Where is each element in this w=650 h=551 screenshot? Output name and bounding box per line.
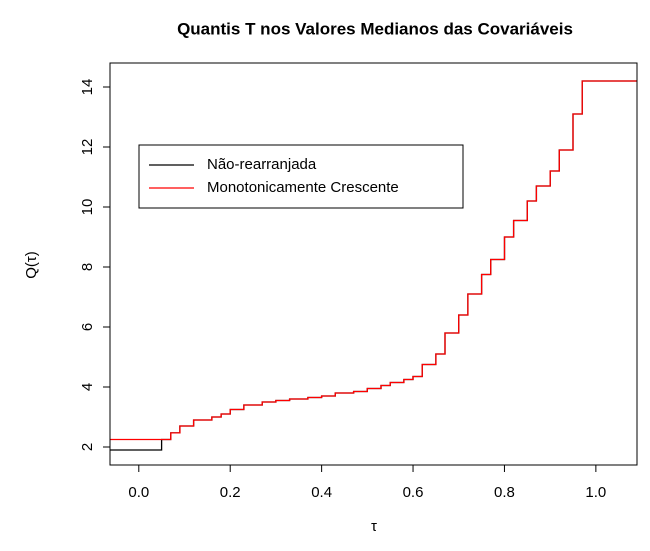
legend-label: Monotonicamente Crescente <box>207 179 399 196</box>
y-tick-label: 14 <box>79 79 96 96</box>
x-tick-label: 0.6 <box>403 484 424 501</box>
y-tick-label: 2 <box>79 443 96 451</box>
y-tick-label: 10 <box>79 199 96 216</box>
step-line <box>110 80 637 451</box>
x-tick-label: 0.4 <box>311 484 332 501</box>
x-tick-label: 0.0 <box>128 484 149 501</box>
legend-label: Não-rearranjada <box>207 156 317 173</box>
step-line <box>110 80 637 441</box>
y-axis-label: Q(τ) <box>23 251 40 279</box>
x-tick-label: 0.2 <box>220 484 241 501</box>
y-tick-label: 8 <box>79 263 96 271</box>
y-tick-label: 6 <box>79 323 96 331</box>
plot-frame <box>109 62 638 466</box>
x-tick-label: 0.8 <box>494 484 515 501</box>
y-tick-label: 4 <box>79 383 96 391</box>
legend-box <box>138 144 464 209</box>
x-tick-label: 1.0 <box>585 484 606 501</box>
chart-title: Quantis T nos Valores Medianos das Covar… <box>177 19 573 38</box>
x-axis-label: τ <box>371 518 377 535</box>
y-tick-label: 12 <box>79 139 96 156</box>
